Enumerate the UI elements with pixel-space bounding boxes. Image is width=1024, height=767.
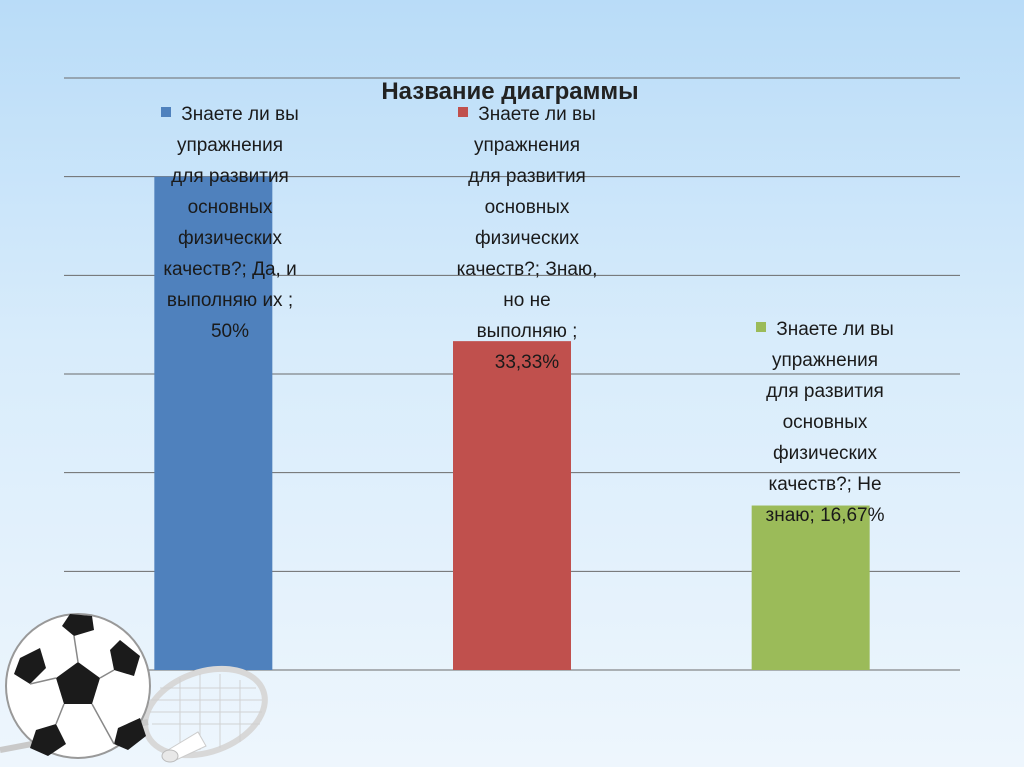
data-label: Знаете ли вы упражнения для развития осн… xyxy=(456,104,598,373)
data-label: Знаете ли вы упражнения для развития осн… xyxy=(740,283,910,531)
legend-swatch-icon xyxy=(161,107,172,117)
sports-decoration xyxy=(0,613,268,763)
bar xyxy=(154,176,273,670)
chart-title: Название диаграммы xyxy=(381,78,639,105)
bar xyxy=(453,341,571,670)
legend-swatch-icon xyxy=(458,107,469,117)
legend-swatch-icon xyxy=(756,322,767,332)
data-label: Знаете ли вы упражнения для развития осн… xyxy=(145,68,315,347)
soccer-ball-icon xyxy=(5,613,151,759)
shuttlecock-icon xyxy=(161,731,207,763)
bar xyxy=(751,505,870,670)
